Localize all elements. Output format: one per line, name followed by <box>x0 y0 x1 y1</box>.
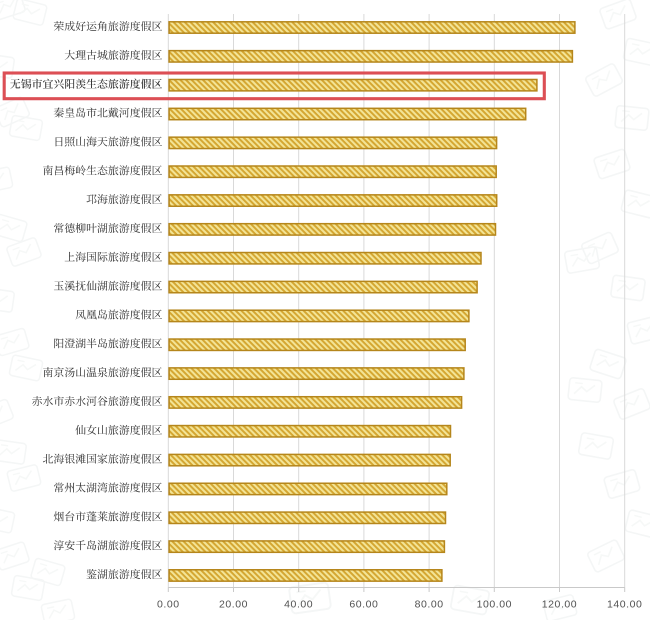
svg-text:100.00: 100.00 <box>477 599 512 611</box>
svg-text:60.00: 60.00 <box>349 599 378 611</box>
svg-text:80.00: 80.00 <box>415 599 444 611</box>
svg-text:140.00: 140.00 <box>607 599 642 611</box>
svg-text:20.00: 20.00 <box>219 599 248 611</box>
svg-text:40.00: 40.00 <box>284 599 313 611</box>
svg-text:120.00: 120.00 <box>542 599 577 611</box>
svg-text:0.00: 0.00 <box>157 599 180 611</box>
